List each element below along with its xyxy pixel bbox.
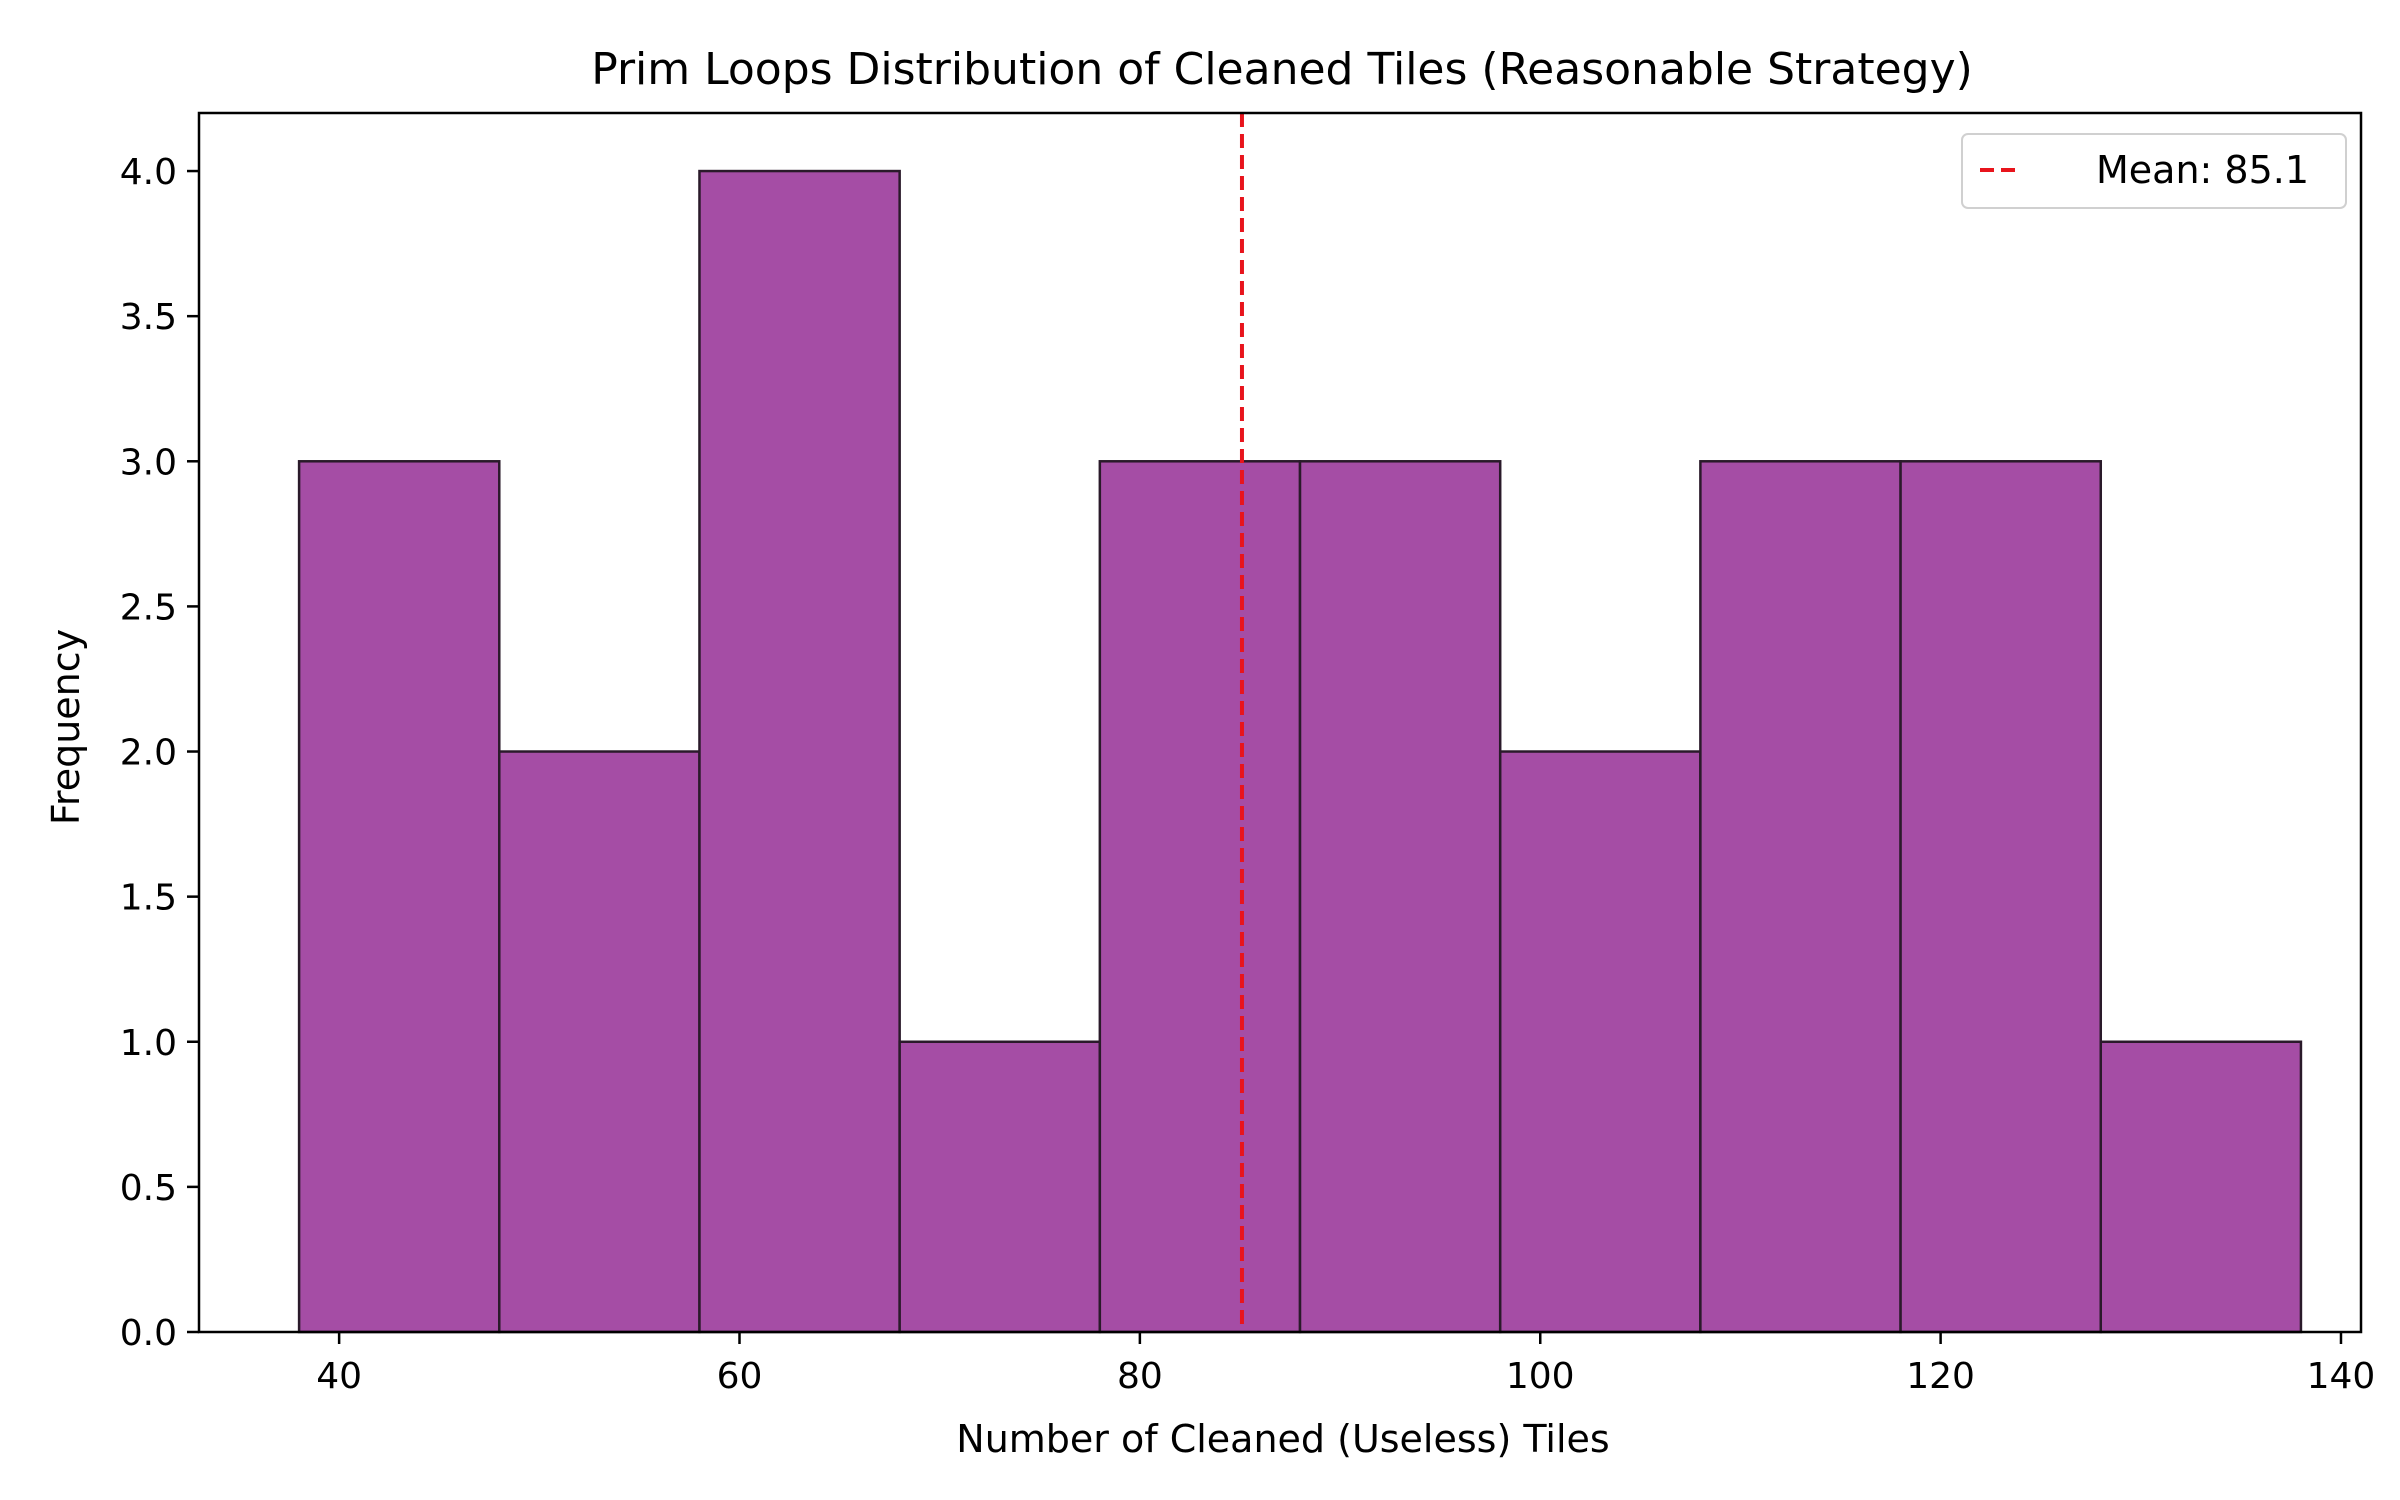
legend: Mean: 85.1	[1961, 133, 2347, 209]
histogram-bar	[297, 460, 501, 1334]
histogram-bar	[898, 1040, 1102, 1334]
histogram-bar	[1498, 750, 1702, 1334]
x-tick-label: 80	[1117, 1356, 1163, 1397]
x-axis-label: Number of Cleaned (Useless) Tiles	[956, 1417, 1609, 1461]
y-tick-label: 4.0	[120, 152, 177, 193]
plot-area-frame	[197, 111, 2363, 1334]
x-tick-label: 60	[717, 1356, 763, 1397]
histogram-bars	[297, 169, 2303, 1334]
histogram-bar	[1298, 460, 1502, 1334]
x-tick-label: 140	[2307, 1356, 2376, 1397]
histogram-bar	[1699, 460, 1902, 1334]
y-tick-label: 0.5	[120, 1168, 177, 1209]
y-axis-ticks: 0.0 0.5 1.0 1.5 2.0 2.5 3.0 3.5 4.0	[120, 152, 199, 1354]
y-tick-label: 0.0	[120, 1313, 177, 1354]
y-axis-label: Frequency	[44, 629, 88, 825]
y-tick-label: 3.0	[120, 442, 177, 483]
legend-mean-label: Mean: 85.1	[2096, 148, 2309, 192]
y-tick-label: 1.0	[120, 1023, 177, 1064]
y-tick-label: 1.5	[120, 878, 177, 919]
histogram-bar	[498, 750, 701, 1334]
histogram-bar	[1899, 460, 2103, 1334]
x-tick-label: 120	[1906, 1356, 1975, 1397]
x-axis-ticks: 40 60 80 100 120 140	[316, 1332, 2375, 1397]
chart-title: Prim Loops Distribution of Cleaned Tiles…	[591, 44, 1973, 95]
y-tick-label: 2.0	[120, 733, 177, 774]
y-tick-label: 3.5	[120, 297, 177, 338]
histogram-bar	[2099, 1040, 2303, 1334]
histogram-bar	[1098, 460, 1302, 1334]
x-tick-label: 100	[1506, 1356, 1575, 1397]
histogram-bar	[698, 169, 901, 1334]
x-tick-label: 40	[316, 1356, 362, 1397]
legend-box	[1961, 133, 2347, 209]
y-tick-label: 2.5	[120, 587, 177, 628]
